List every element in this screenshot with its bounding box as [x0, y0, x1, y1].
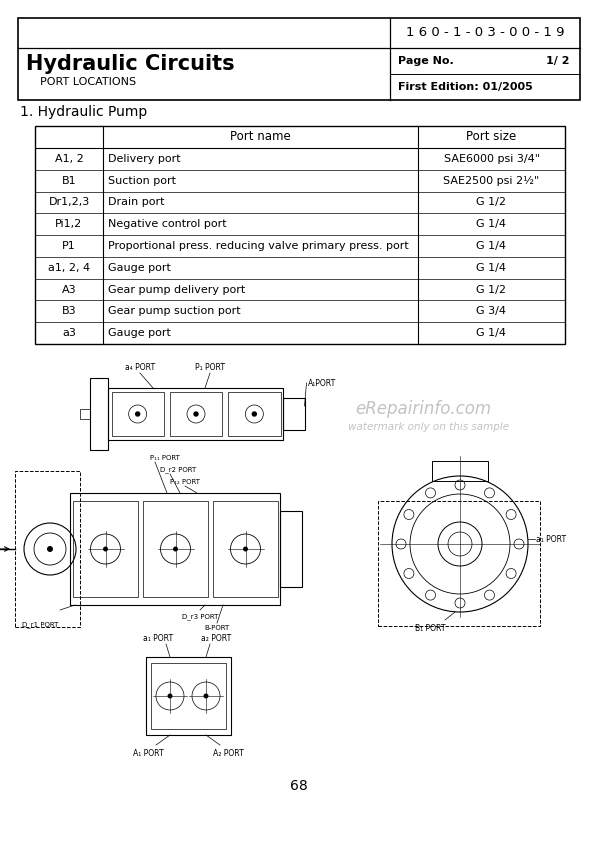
Bar: [35, 126, 565, 344]
Text: Drain port: Drain port: [108, 198, 164, 207]
Text: PORT LOCATIONS: PORT LOCATIONS: [40, 77, 136, 87]
Bar: [143, 501, 208, 597]
Text: G 1/4: G 1/4: [477, 328, 507, 338]
Text: G 1/4: G 1/4: [477, 219, 507, 229]
Text: Gauge port: Gauge port: [108, 263, 171, 273]
Bar: [170, 392, 222, 436]
Text: Suction port: Suction port: [108, 175, 176, 186]
Text: Hydraulic Circuits: Hydraulic Circuits: [26, 54, 234, 74]
Text: watermark only on this sample: watermark only on this sample: [348, 422, 509, 432]
Text: G 1/4: G 1/4: [477, 241, 507, 251]
Text: Negative control port: Negative control port: [108, 219, 227, 229]
Text: A₁PORT: A₁PORT: [307, 378, 335, 387]
Circle shape: [173, 547, 178, 551]
Text: a₁ PORT: a₁ PORT: [143, 634, 173, 643]
Text: Gear pump suction port: Gear pump suction port: [108, 307, 240, 316]
Bar: [280, 511, 302, 587]
Text: Gear pump delivery port: Gear pump delivery port: [108, 284, 245, 295]
Bar: [108, 388, 282, 440]
Text: a1, 2, 4: a1, 2, 4: [48, 263, 90, 273]
Bar: [73, 501, 138, 597]
Bar: [15, 471, 80, 627]
Text: 1. Hydraulic Pump: 1. Hydraulic Pump: [20, 105, 147, 119]
Text: a₄ PORT: a₄ PORT: [125, 363, 155, 372]
Text: A₁ PORT: A₁ PORT: [133, 749, 163, 758]
Text: P₁₁ PORT: P₁₁ PORT: [150, 455, 180, 461]
Text: eRepairinfo.com: eRepairinfo.com: [355, 400, 491, 418]
Text: Port name: Port name: [230, 130, 291, 143]
Bar: [90, 378, 108, 450]
Circle shape: [243, 547, 248, 551]
Circle shape: [167, 694, 172, 698]
Text: SAE6000 psi 3/4": SAE6000 psi 3/4": [444, 154, 539, 164]
Text: Page No.: Page No.: [398, 56, 454, 66]
Text: B1: B1: [62, 175, 77, 186]
Text: a3: a3: [62, 328, 76, 338]
Text: 68: 68: [290, 779, 308, 793]
Text: D_r2 PORT: D_r2 PORT: [160, 467, 196, 473]
Text: Proportional press. reducing valve primary press. port: Proportional press. reducing valve prima…: [108, 241, 409, 251]
Circle shape: [136, 412, 140, 416]
Circle shape: [252, 412, 257, 416]
Bar: [145, 657, 230, 735]
Text: 1/ 2: 1/ 2: [547, 56, 570, 66]
Text: SAE2500 psi 2½": SAE2500 psi 2½": [443, 175, 539, 186]
Bar: [18, 18, 580, 100]
Text: Pi1,2: Pi1,2: [56, 219, 83, 229]
Bar: [111, 392, 164, 436]
Text: A1, 2: A1, 2: [54, 154, 83, 164]
Text: A₂ PORT: A₂ PORT: [213, 749, 243, 758]
Text: a₁ PORT: a₁ PORT: [536, 535, 566, 543]
Text: P₁₂ PORT: P₁₂ PORT: [170, 479, 200, 485]
Circle shape: [203, 694, 209, 698]
Circle shape: [194, 412, 198, 416]
Bar: [378, 501, 540, 626]
Text: Dr1,2,3: Dr1,2,3: [48, 198, 90, 207]
Text: D_r3 PORT: D_r3 PORT: [182, 613, 218, 619]
Circle shape: [47, 546, 53, 552]
Bar: [282, 398, 304, 430]
Text: G 1/2: G 1/2: [477, 284, 507, 295]
Bar: [432, 461, 488, 481]
Bar: [70, 493, 280, 605]
Circle shape: [103, 547, 108, 551]
Text: G 1/2: G 1/2: [477, 198, 507, 207]
Text: a₂ PORT: a₂ PORT: [201, 634, 231, 643]
Bar: [228, 392, 280, 436]
Text: Delivery port: Delivery port: [108, 154, 181, 164]
Text: A3: A3: [62, 284, 77, 295]
Text: D_r1 PORT: D_r1 PORT: [22, 621, 58, 628]
Text: B-PORT: B-PORT: [205, 625, 230, 631]
Text: B₁ PORT: B₁ PORT: [415, 624, 446, 633]
Text: First Edition: 01/2005: First Edition: 01/2005: [398, 82, 533, 92]
Text: P₁ PORT: P₁ PORT: [195, 363, 225, 372]
Text: Port size: Port size: [466, 130, 517, 143]
Text: P1: P1: [62, 241, 76, 251]
Text: Gauge port: Gauge port: [108, 328, 171, 338]
Bar: [151, 663, 225, 729]
Text: G 1/4: G 1/4: [477, 263, 507, 273]
Text: G 3/4: G 3/4: [477, 307, 507, 316]
Bar: [80, 409, 90, 419]
Bar: [213, 501, 278, 597]
Text: 1 6 0 - 1 - 0 3 - 0 0 - 1 9: 1 6 0 - 1 - 0 3 - 0 0 - 1 9: [406, 27, 565, 40]
Text: B3: B3: [62, 307, 77, 316]
